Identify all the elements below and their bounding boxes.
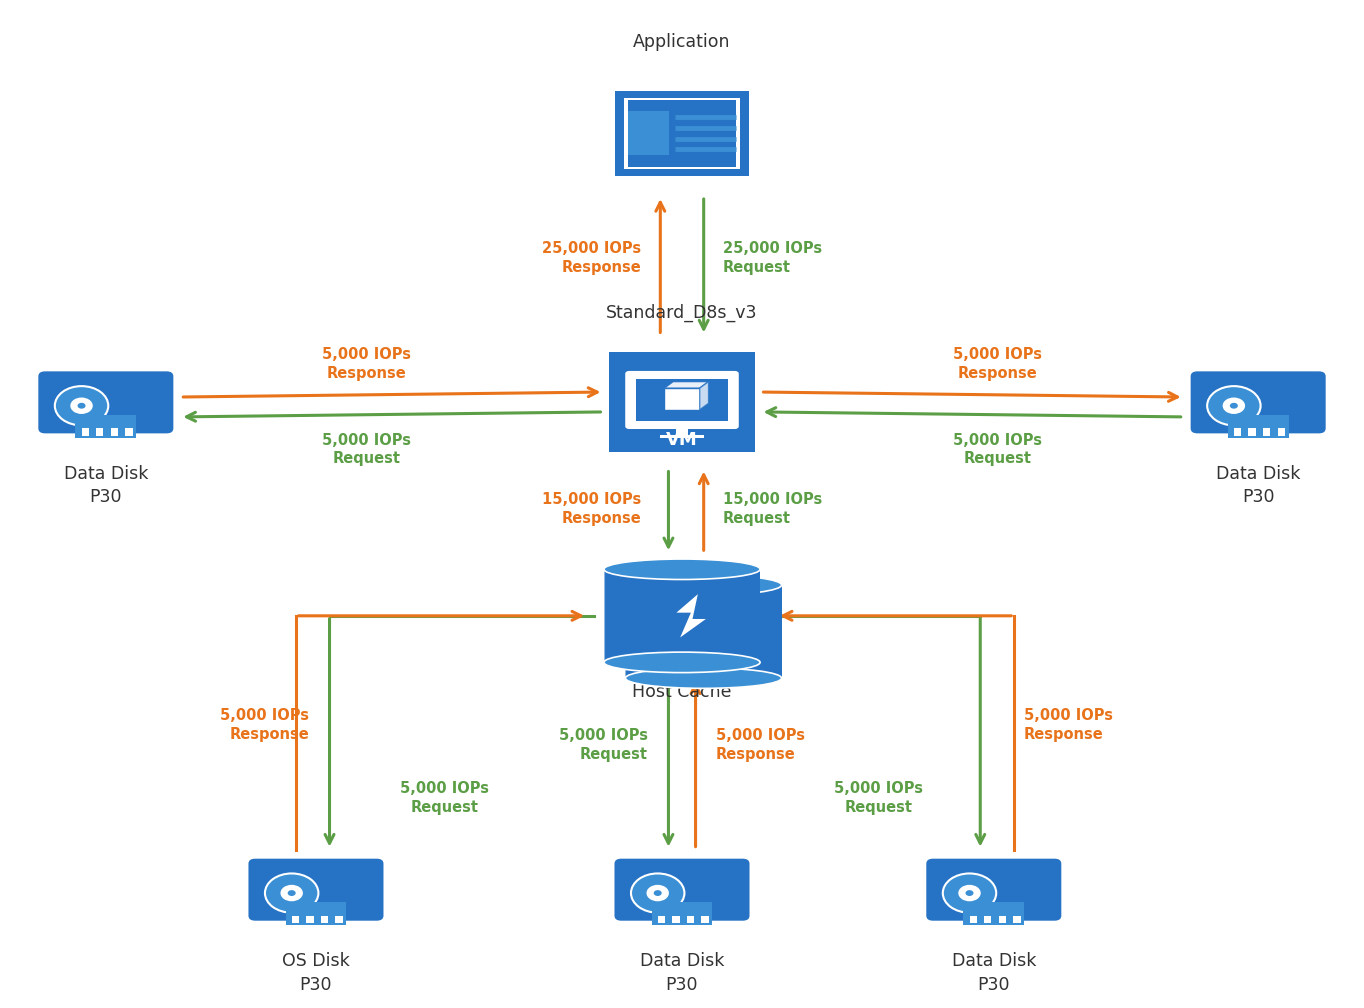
Circle shape: [71, 397, 93, 414]
Bar: [110, 428, 119, 435]
Bar: [336, 915, 342, 923]
Ellipse shape: [625, 668, 782, 688]
Text: Application: Application: [633, 33, 731, 51]
FancyBboxPatch shape: [627, 112, 668, 155]
Circle shape: [966, 890, 974, 896]
FancyBboxPatch shape: [248, 859, 383, 920]
FancyBboxPatch shape: [627, 100, 737, 166]
Text: 25,000 IOPs
Request: 25,000 IOPs Request: [723, 241, 821, 274]
Text: Host Cache: Host Cache: [633, 683, 731, 702]
Bar: [285, 902, 346, 925]
Bar: [321, 915, 329, 923]
Bar: [82, 428, 89, 435]
Bar: [970, 915, 977, 923]
Polygon shape: [664, 382, 708, 388]
Bar: [1263, 428, 1270, 435]
Bar: [675, 426, 689, 435]
FancyBboxPatch shape: [625, 371, 739, 429]
Text: 5,000 IOPs
Response: 5,000 IOPs Response: [716, 729, 805, 762]
Text: VM: VM: [666, 431, 698, 450]
Bar: [1248, 428, 1256, 435]
Text: 15,000 IOPs
Request: 15,000 IOPs Request: [723, 492, 822, 526]
Bar: [292, 915, 299, 923]
Ellipse shape: [625, 575, 782, 596]
Circle shape: [55, 386, 108, 425]
Bar: [1228, 415, 1289, 437]
FancyBboxPatch shape: [625, 98, 739, 169]
Bar: [307, 915, 314, 923]
Circle shape: [943, 874, 996, 912]
Circle shape: [632, 874, 685, 912]
Text: 5,000 IOPs
Request: 5,000 IOPs Request: [833, 781, 923, 814]
Text: 5,000 IOPs
Request: 5,000 IOPs Request: [952, 432, 1042, 467]
Text: 5,000 IOPs
Response: 5,000 IOPs Response: [322, 348, 412, 381]
Bar: [625, 585, 782, 678]
Circle shape: [265, 874, 318, 912]
Bar: [657, 915, 666, 923]
Circle shape: [653, 890, 662, 896]
Circle shape: [288, 890, 296, 896]
Circle shape: [1207, 386, 1260, 425]
Circle shape: [78, 403, 86, 408]
Bar: [652, 902, 712, 925]
FancyBboxPatch shape: [926, 859, 1061, 920]
Bar: [687, 915, 694, 923]
Text: 5,000 IOPs
Response: 5,000 IOPs Response: [1023, 709, 1113, 742]
FancyBboxPatch shape: [636, 379, 728, 421]
Bar: [1278, 428, 1285, 435]
Text: 5,000 IOPs
Request: 5,000 IOPs Request: [322, 432, 412, 467]
Text: 15,000 IOPs
Response: 15,000 IOPs Response: [542, 492, 641, 526]
Bar: [1013, 915, 1020, 923]
Text: OS Disk
P30: OS Disk P30: [282, 952, 349, 994]
Text: 5,000 IOPs
Response: 5,000 IOPs Response: [220, 709, 310, 742]
Text: Data Disk
P30: Data Disk P30: [64, 465, 149, 506]
Circle shape: [281, 885, 303, 901]
Circle shape: [1222, 397, 1245, 414]
Ellipse shape: [604, 652, 760, 672]
Bar: [660, 435, 704, 437]
FancyBboxPatch shape: [608, 352, 756, 453]
Bar: [95, 428, 104, 435]
Bar: [672, 915, 679, 923]
FancyBboxPatch shape: [1191, 371, 1326, 433]
Bar: [998, 915, 1007, 923]
Bar: [604, 570, 760, 662]
Circle shape: [959, 885, 981, 901]
Bar: [701, 915, 709, 923]
Polygon shape: [664, 388, 700, 410]
Bar: [963, 902, 1024, 925]
Text: 5,000 IOPs
Response: 5,000 IOPs Response: [952, 348, 1042, 381]
Text: Data Disk
P30: Data Disk P30: [1215, 465, 1300, 506]
Text: Data Disk
P30: Data Disk P30: [640, 952, 724, 994]
Polygon shape: [700, 382, 708, 410]
Circle shape: [1230, 403, 1239, 408]
Text: 5,000 IOPs
Request: 5,000 IOPs Request: [559, 729, 648, 762]
Bar: [75, 415, 136, 437]
Bar: [983, 915, 992, 923]
Polygon shape: [677, 594, 707, 637]
Circle shape: [647, 885, 668, 901]
Text: Data Disk
P30: Data Disk P30: [952, 952, 1037, 994]
Text: 5,000 IOPs
Request: 5,000 IOPs Request: [400, 781, 490, 814]
FancyBboxPatch shape: [615, 91, 749, 176]
Ellipse shape: [604, 559, 760, 580]
Bar: [125, 428, 132, 435]
FancyBboxPatch shape: [38, 371, 173, 433]
Text: Standard_D8s_v3: Standard_D8s_v3: [606, 304, 758, 323]
FancyBboxPatch shape: [615, 859, 749, 920]
Bar: [1234, 428, 1241, 435]
Text: 25,000 IOPs
Response: 25,000 IOPs Response: [543, 241, 641, 274]
